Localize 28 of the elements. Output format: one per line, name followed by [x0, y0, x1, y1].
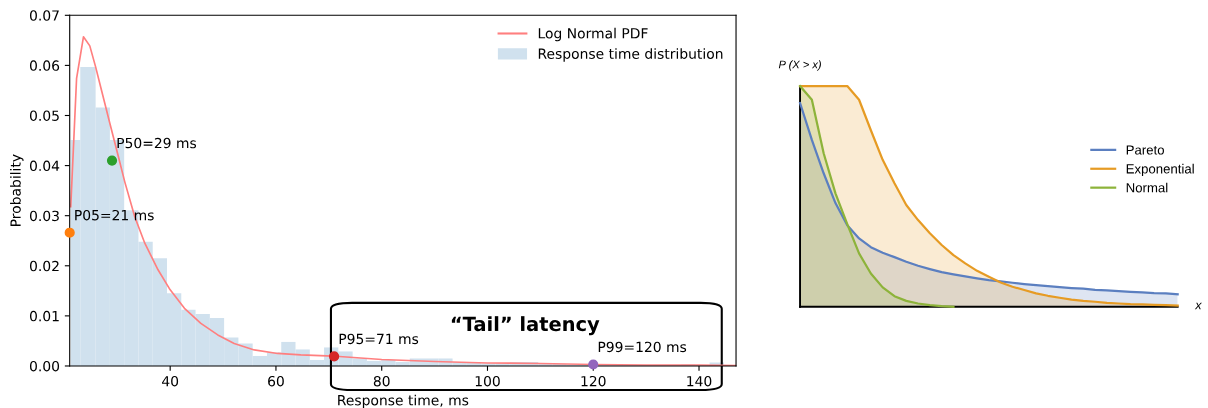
legend-label: Exponential	[1126, 163, 1194, 177]
y-axis-title: Probability	[10, 154, 24, 226]
annotation: P50=29 ms	[117, 137, 197, 149]
x-axis-title: x	[1194, 302, 1202, 310]
y-axis-title: P (X > x)	[778, 60, 821, 71]
y-tick-label: 0.06	[29, 60, 60, 71]
y-tick-label: 0.04	[29, 160, 60, 172]
x-axis-title: Response time, ms	[338, 394, 469, 408]
x-tick-label: 40	[162, 375, 179, 387]
y-tick-label: 0.07	[29, 10, 59, 21]
y-tick-label: 0.00	[29, 360, 60, 372]
annotation: P05=21 ms	[75, 209, 154, 221]
annotation: P99=120 ms	[598, 341, 687, 353]
legend-label: Log Normal PDF	[538, 27, 648, 42]
annotation: P95=71 ms	[339, 333, 419, 345]
x-tick-label: 120	[581, 375, 606, 387]
x-tick-label: 100	[475, 375, 500, 387]
legend-label: Pareto	[1126, 145, 1164, 155]
y-tick-label: 0.01	[29, 310, 59, 322]
x-tick-label: 80	[373, 375, 390, 387]
legend-label: Normal	[1126, 182, 1168, 193]
y-tick-label: 0.05	[29, 110, 59, 121]
y-tick-label: 0.03	[29, 210, 59, 222]
x-tick-label: 140	[687, 375, 712, 387]
y-tick-label: 0.02	[29, 260, 59, 272]
legend-label: Response time distribution	[538, 48, 723, 62]
annotation: “Tail” latency	[451, 316, 600, 336]
x-tick-label: 60	[268, 375, 284, 387]
